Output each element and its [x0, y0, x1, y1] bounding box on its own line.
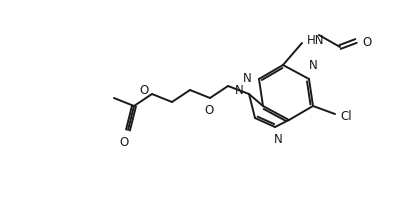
Text: O: O: [119, 136, 128, 149]
Text: N: N: [243, 72, 252, 85]
Text: O: O: [204, 104, 214, 117]
Text: N: N: [309, 59, 318, 72]
Text: N: N: [235, 85, 244, 98]
Text: O: O: [140, 85, 149, 98]
Text: HN: HN: [307, 35, 324, 47]
Text: Cl: Cl: [340, 109, 351, 122]
Text: N: N: [274, 133, 282, 146]
Text: O: O: [362, 36, 371, 49]
